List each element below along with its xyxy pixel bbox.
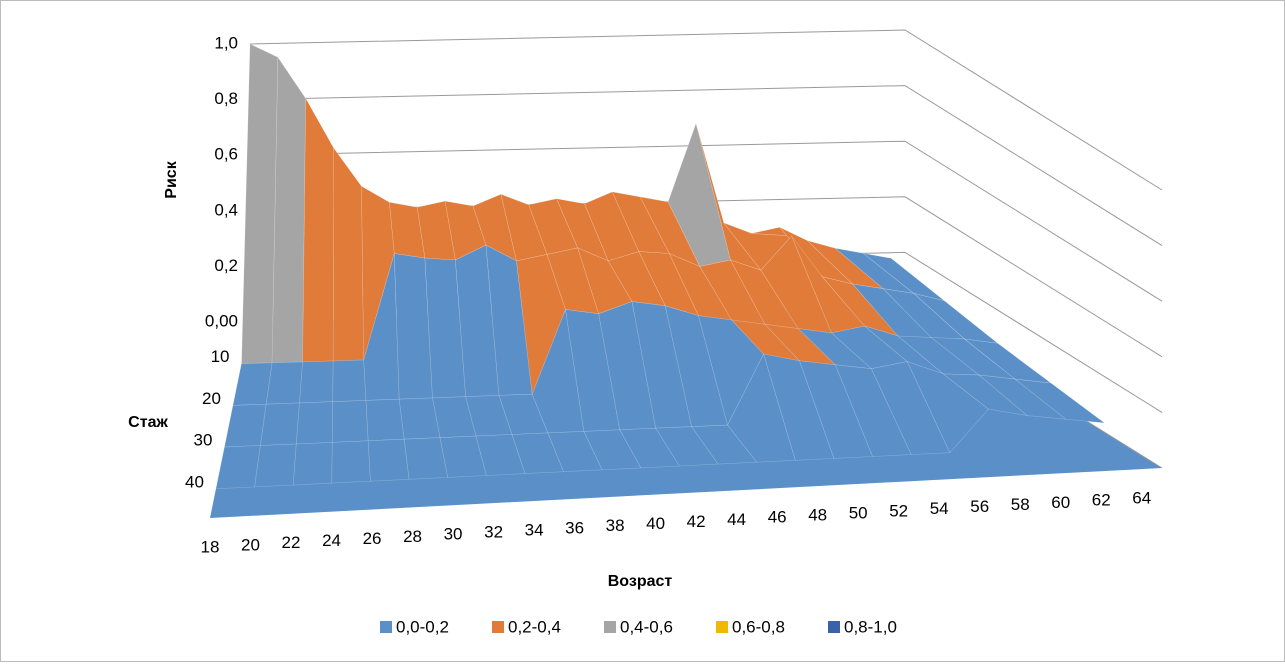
surface-patch (295, 401, 334, 445)
x-tick-label: 18 (201, 537, 220, 556)
surface-patch (299, 360, 334, 404)
legend-label: 0,0-0,2 (396, 617, 449, 636)
legend-swatch (828, 621, 840, 633)
surface-patch (254, 443, 297, 488)
surface-patch (260, 402, 300, 446)
surface-patch (265, 361, 303, 405)
y-tick-label: 20 (202, 389, 221, 408)
surface-patch (367, 438, 410, 482)
x-tick-label: 22 (282, 533, 301, 552)
y-tick-label: 30 (194, 431, 213, 450)
x-tick-label: 36 (565, 518, 584, 537)
surface-patch (1014, 378, 1106, 424)
legend-swatch (492, 621, 504, 633)
x-tick-label: 62 (1092, 491, 1111, 510)
legend-label: 0,4-0,6 (620, 617, 673, 636)
x-tick-label: 46 (768, 508, 787, 527)
x-tick-label: 26 (363, 529, 382, 548)
surface-patch (331, 440, 371, 484)
x-tick-label: 32 (484, 523, 503, 542)
z-tick-label: 0,6 (214, 145, 238, 164)
z-tick-label: 0,8 (214, 89, 238, 108)
z-axis-title: Риск (163, 160, 180, 198)
x-tick-label: 24 (322, 531, 341, 550)
legend-swatch (716, 621, 728, 633)
x-tick-label: 48 (808, 506, 827, 525)
surface-patch (292, 442, 333, 486)
legend-swatch (604, 621, 616, 633)
x-tick-label: 50 (849, 503, 868, 522)
x-tick-label: 30 (444, 525, 463, 544)
legend-swatch (380, 621, 392, 633)
x-tick-label: 54 (930, 499, 949, 518)
x-tick-label: 20 (241, 535, 260, 554)
grid-line (249, 140, 1163, 302)
surface-patch (331, 400, 369, 443)
x-tick-label: 56 (970, 497, 989, 516)
grid-line (249, 29, 1163, 191)
surface-patch (271, 56, 307, 364)
x-tick-label: 42 (687, 512, 706, 531)
z-tick-label: 0,4 (214, 200, 238, 219)
x-tick-label: 40 (646, 514, 665, 533)
x-tick-label: 64 (1132, 489, 1151, 508)
x-tick-label: 52 (889, 501, 908, 520)
grid-line (249, 85, 1163, 247)
surface-patch (332, 359, 367, 403)
z-tick-label: 0,2 (214, 256, 238, 275)
depth-axis-title: Стаж (128, 414, 168, 431)
x-tick-label: 38 (606, 516, 625, 535)
legend-label: 0,6-0,8 (732, 617, 785, 636)
z-tick-label: 1,0 (214, 33, 238, 52)
x-tick-label: 28 (403, 527, 422, 546)
z-tick-label: 0,00 (205, 311, 238, 330)
x-tick-label: 58 (1011, 495, 1030, 514)
x-tick-label: 44 (727, 510, 746, 529)
x-axis-title: Возраст (608, 573, 673, 590)
surface-patch (365, 398, 405, 442)
legend-label: 0,8-1,0 (844, 617, 897, 636)
x-tick-label: 60 (1051, 493, 1070, 512)
y-tick-label: 40 (185, 472, 204, 491)
legend-label: 0,2-0,4 (508, 617, 561, 636)
y-tick-label: 10 (211, 347, 230, 366)
x-tick-label: 34 (525, 520, 544, 539)
